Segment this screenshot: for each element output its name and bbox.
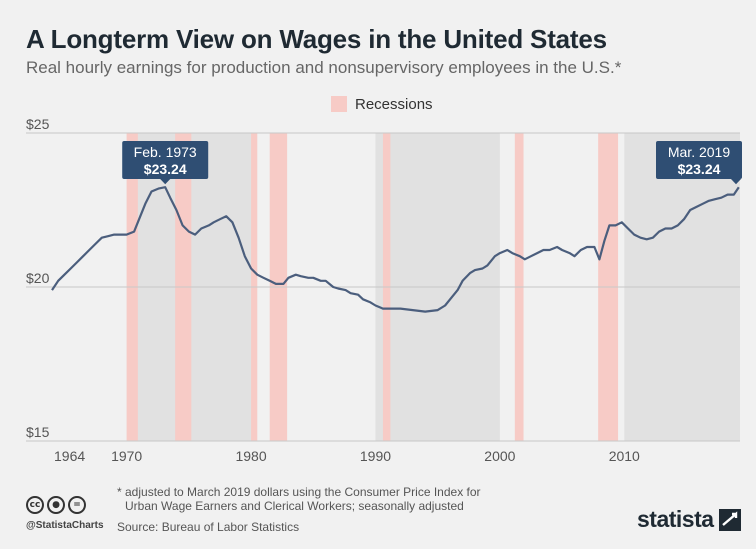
callout-pointer [160,179,171,185]
footnote-line-2: Urban Wage Earners and Clerical Workers;… [125,499,464,513]
attribution-icon: ● [47,496,65,514]
recession-legend-label: Recessions [355,95,433,113]
source-note: Source: Bureau of Labor Statistics [117,520,300,534]
y-tick-label: $15 [26,424,50,440]
brand-name: statista [637,506,714,532]
recession-legend-swatch [331,96,347,112]
chart-subtitle: Real hourly earnings for production and … [26,58,622,77]
chart-title: A Longterm View on Wages in the United S… [26,24,607,54]
statista-mark-icon [718,508,741,531]
statista-logo[interactable]: statista [637,506,741,533]
callout-value: $23.24 [144,161,187,177]
footnote: * adjusted to March 2019 dollars using t… [117,485,481,513]
x-tick-label: 1970 [111,448,142,464]
x-tick-label: 2010 [609,448,640,464]
no-derivatives-icon: = [68,496,86,514]
callout-date: Mar. 2019 [668,144,730,160]
y-tick-label: $20 [26,270,50,286]
callout-0: Feb. 1973$23.24 [122,141,209,185]
creative-commons-icon: cc [26,496,44,514]
legend: Recessions [331,94,433,114]
x-tick-label: 1964 [54,448,85,464]
callout-pointer [731,179,741,185]
social-handle[interactable]: @StatistaCharts [26,520,104,531]
callout-date: Feb. 1973 [134,144,197,160]
callout-value: $23.24 [678,161,721,177]
callout-box [656,141,742,179]
footnote-line-1: * adjusted to March 2019 dollars using t… [117,485,481,499]
series-line-0 [51,186,740,313]
x-tick-label: 2000 [484,448,515,464]
callout-1: Mar. 2019$23.24 [656,141,742,185]
x-tick-label: 1980 [235,448,266,464]
x-tick-label: 1990 [360,448,391,464]
callout-box [122,141,209,179]
license-icons[interactable]: cc ● = [26,496,86,514]
y-tick-label: $25 [26,116,50,132]
